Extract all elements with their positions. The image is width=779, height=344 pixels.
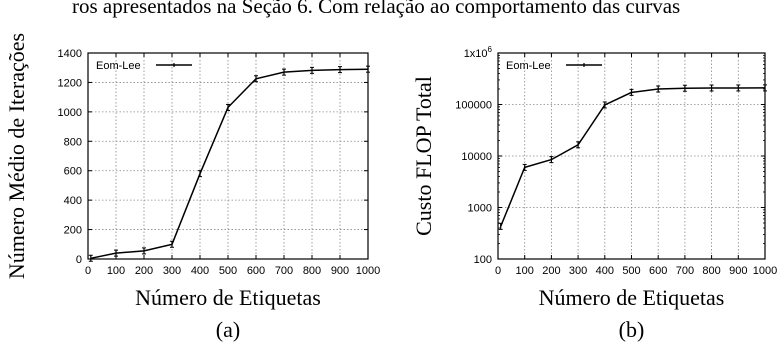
legend-label: Eom-Lee — [96, 60, 141, 72]
y-tick-label: 100 — [474, 254, 492, 266]
x-tick-label: 200 — [135, 265, 153, 277]
x-tick-label: 800 — [303, 265, 321, 277]
x-tick-label: 0 — [495, 265, 501, 277]
x-tick-label: 500 — [219, 265, 237, 277]
x-tick-label: 400 — [596, 265, 614, 277]
y-tick-label: 0 — [76, 254, 82, 266]
y-tick-label-exponent: 6 — [488, 45, 493, 54]
series-line — [500, 87, 766, 227]
x-tick-label: 200 — [542, 265, 560, 277]
x-tick-label: 800 — [702, 265, 720, 277]
plot-frame — [87, 52, 369, 260]
y-tick-label: 1000 — [58, 107, 82, 119]
x-tick-label: 900 — [729, 265, 747, 277]
x-tick-label: 100 — [516, 265, 534, 277]
top-text: ros apresentados na Seção 6. Com relação… — [72, 0, 680, 18]
x-tick-label: 400 — [191, 265, 209, 277]
x-tick-label: 600 — [247, 265, 265, 277]
y-tick-label-base: 1x10 — [464, 48, 488, 60]
panel-label: (a) — [216, 317, 240, 342]
x-axis-label: Número de Etiquetas — [135, 285, 321, 310]
chart-panel-a: 0 100 200 300 400 500 600 700 800 900 1000 0 200 400 6… — [4, 33, 380, 342]
x-tick-label: 700 — [676, 265, 694, 277]
y-axis-label: Número Médio de Iterações — [4, 33, 29, 279]
x-tick-label: 500 — [622, 265, 640, 277]
y-tick-label: 800 — [64, 136, 82, 148]
y-tick-label: 600 — [64, 166, 82, 178]
x-tick-label: 700 — [275, 265, 293, 277]
legend-label: Eom-Lee — [506, 60, 551, 72]
x-tick-label: 600 — [649, 265, 667, 277]
y-tick-label: 1400 — [58, 48, 82, 60]
y-tick-label: 400 — [64, 195, 82, 207]
top-text-clip: ros apresentados na Seção 6. Com relação… — [72, 0, 680, 18]
x-tick-label: 900 — [331, 265, 349, 277]
y-tick-label: 1x106 — [464, 45, 493, 60]
y-tick-label: 200 — [64, 225, 82, 237]
y-axis-label: Custo FLOP Total — [411, 76, 436, 236]
x-tick-label: 0 — [85, 265, 91, 277]
x-tick-label: 300 — [569, 265, 587, 277]
y-tick-label: 10000 — [461, 151, 492, 163]
y-tick-label: 100000 — [455, 100, 492, 112]
panel-label: (b) — [619, 317, 645, 342]
plot-frame — [497, 52, 766, 260]
x-tick-label: 300 — [163, 265, 181, 277]
chart-panel-b: 0 100 200 300 400 500 600 700 800 900 100010010001… — [411, 45, 777, 342]
y-tick-label: 1000 — [468, 203, 492, 215]
y-tick-label: 1200 — [58, 77, 82, 89]
x-tick-label: 1000 — [753, 265, 777, 277]
x-axis-label: Número de Etiquetas — [539, 285, 725, 310]
x-tick-label: 100 — [107, 265, 125, 277]
x-tick-label: 1000 — [356, 265, 380, 277]
